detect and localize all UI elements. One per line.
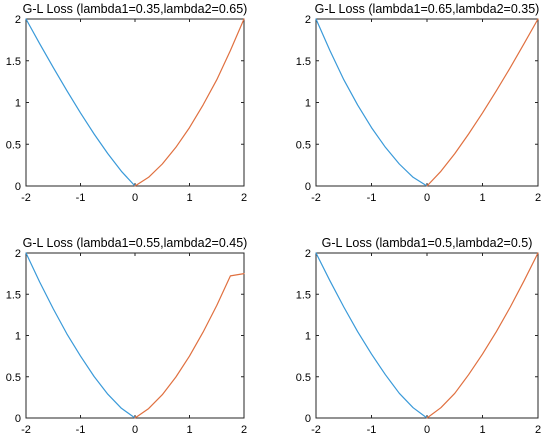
y-tick-label: 1.5	[6, 56, 21, 68]
y-tick-label: 1	[15, 98, 21, 110]
y-tick-label: 2	[305, 14, 311, 26]
x-tick-label: 2	[535, 192, 541, 204]
y-tick-label: 0.5	[296, 372, 311, 384]
x-tick-label: 2	[535, 424, 541, 436]
y-tick-label: 1	[15, 331, 21, 343]
x-tick-label: -2	[21, 424, 31, 436]
y-tick-label: 1.5	[296, 56, 311, 68]
axes-box	[315, 18, 539, 187]
chart-title: G-L Loss (lambda1=0.65,lambda2=0.35)	[315, 2, 540, 16]
y-tick-label: 0	[15, 413, 21, 425]
y-tick-label: 1	[305, 331, 311, 343]
y-tick-label: 0	[305, 181, 311, 193]
x-tick-label: 0	[132, 192, 138, 204]
x-tick-label: -1	[76, 192, 86, 204]
x-tick-label: -2	[311, 192, 321, 204]
series-line-positive	[134, 18, 245, 187]
x-tick-label: -1	[367, 424, 377, 436]
subplot-4: G-L Loss (lambda1=0.5,lambda2=0.5) -2 -1 0 1…	[296, 236, 541, 436]
y-tick-label: 0	[305, 413, 311, 425]
axes-box	[25, 252, 245, 419]
y-tick-label: 1.5	[6, 289, 21, 301]
series-line-positive	[426, 252, 539, 419]
x-tick-label: 2	[241, 192, 247, 204]
x-tick-label: -1	[367, 192, 377, 204]
x-tick-label: 2	[241, 424, 247, 436]
x-tick-label: 1	[186, 192, 192, 204]
x-tick-label: -2	[21, 192, 31, 204]
series-line-negative	[315, 18, 428, 187]
y-tick-label: 2	[305, 248, 311, 260]
x-tick-label: -2	[311, 424, 321, 436]
subplot-2: G-L Loss (lambda1=0.65,lambda2=0.35) -2 -1…	[296, 2, 541, 204]
y-tick-label: 2	[15, 248, 21, 260]
series-line-positive	[134, 273, 245, 419]
y-tick-label: 2	[15, 14, 21, 26]
y-tick-label: 0.5	[296, 139, 311, 151]
x-tick-label: 1	[479, 192, 485, 204]
y-tick-label: 0	[15, 181, 21, 193]
axes-box	[25, 18, 245, 187]
series-line-positive	[426, 18, 539, 187]
subplot-3: G-L Loss (lambda1=0.55,lambda2=0.45) -2 -1…	[6, 236, 248, 436]
y-tick-label: 1	[305, 98, 311, 110]
series-line-negative	[25, 18, 136, 187]
chart-title: G-L Loss (lambda1=0.35,lambda2=0.65)	[23, 2, 248, 16]
y-tick-label: 0.5	[6, 372, 21, 384]
x-tick-label: 0	[424, 424, 430, 436]
chart-title: G-L Loss (lambda1=0.55,lambda2=0.45)	[23, 236, 248, 250]
y-tick-label: 1.5	[296, 289, 311, 301]
axes-box	[315, 252, 539, 419]
x-tick-label: -1	[76, 424, 86, 436]
subplot-1: G-L Loss (lambda1=0.35,lambda2=0.65) -2 -1…	[6, 2, 248, 204]
x-tick-label: 0	[132, 424, 138, 436]
chart-title: G-L Loss (lambda1=0.5,lambda2=0.5)	[322, 236, 533, 250]
y-tick-label: 0.5	[6, 139, 21, 151]
series-line-negative	[25, 252, 136, 419]
x-tick-label: 0	[424, 192, 430, 204]
series-line-negative	[315, 252, 428, 419]
x-tick-label: 1	[186, 424, 192, 436]
x-tick-label: 1	[479, 424, 485, 436]
